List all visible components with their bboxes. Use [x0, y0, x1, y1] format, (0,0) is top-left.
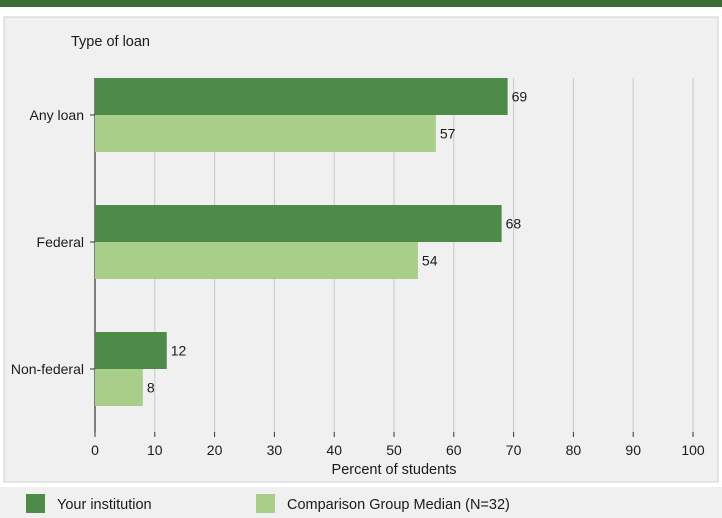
legend-swatch-your-institution [26, 494, 45, 513]
x-tick-label: 20 [207, 442, 223, 458]
bar-your-institution [95, 332, 167, 369]
data-label: 8 [147, 380, 155, 396]
data-label: 57 [440, 126, 456, 142]
bar-your-institution [95, 78, 508, 115]
category-label: Non-federal [11, 361, 84, 377]
x-tick-label: 40 [326, 442, 342, 458]
data-label: 69 [512, 89, 528, 105]
bar-comparison [95, 242, 418, 279]
bar-comparison [95, 369, 143, 406]
legend-label: Your institution [57, 497, 152, 513]
bar-your-institution [95, 205, 502, 242]
legend-panel [0, 487, 722, 518]
data-label: 12 [171, 343, 187, 359]
x-tick-label: 30 [267, 442, 283, 458]
x-tick-label: 90 [625, 442, 641, 458]
bar-comparison [95, 115, 436, 152]
x-tick-label: 60 [446, 442, 462, 458]
x-axis-title: Percent of students [332, 462, 457, 478]
bars [95, 78, 508, 406]
legend-swatch-comparison [256, 494, 275, 513]
x-tick-label: 0 [91, 442, 99, 458]
y-axis-title: Type of loan [71, 34, 150, 50]
x-tick-label: 70 [506, 442, 522, 458]
x-tick-label: 50 [386, 442, 402, 458]
category-label: Federal [37, 234, 84, 250]
category-label: Any loan [30, 107, 84, 123]
x-tick-label: 80 [566, 442, 582, 458]
header-rule [0, 0, 722, 7]
data-label: 54 [422, 253, 438, 269]
data-label: 68 [506, 216, 522, 232]
x-tick-label: 100 [681, 442, 705, 458]
labels: 0 10 20 30 40 50 60 70 80 90 100 Any loan 69 57 Federa… [11, 89, 705, 459]
legend: Your institution Comparison Group Median … [26, 494, 510, 513]
x-tick-label: 10 [147, 442, 163, 458]
legend-label: Comparison Group Median (N=32) [287, 497, 510, 513]
